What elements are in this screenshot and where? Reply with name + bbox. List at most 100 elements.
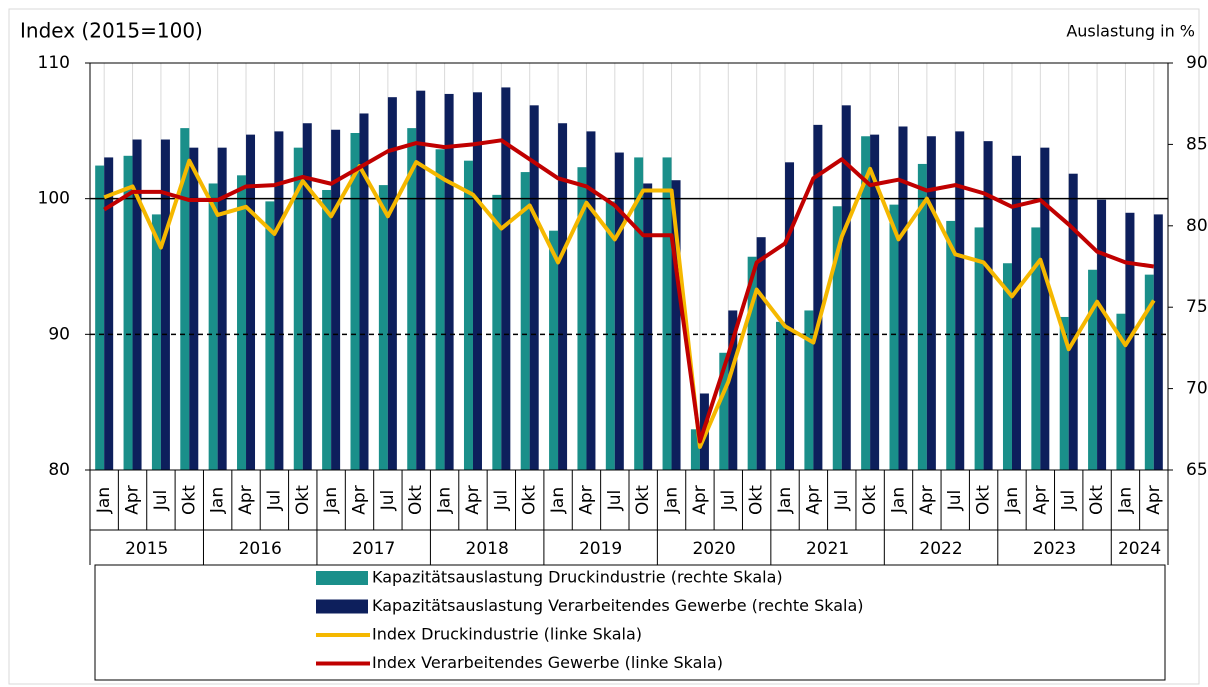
bar [520,172,530,471]
legend-swatch [316,571,368,585]
y2-tick-label: 75 [1186,297,1208,317]
x-tick-label: Apr [463,485,483,514]
bar [804,310,814,470]
bar [1153,214,1163,470]
bar [1002,263,1012,470]
x-tick-label: Jul [1059,490,1079,512]
bar [189,147,199,470]
bar [861,136,871,470]
bar [132,139,142,471]
bar [237,175,247,470]
bar [435,149,445,470]
x-tick-label: Jul [605,490,625,512]
x-tick-label: Okt [520,485,540,515]
bar [1144,274,1154,470]
bar [359,113,369,470]
bar [331,129,341,471]
legend-label: Kapazitätsauslastung Verarbeitendes Gewe… [372,596,864,615]
y-tick-label: 100 [38,189,70,209]
bar [605,201,615,470]
y2-tick-label: 65 [1186,460,1208,480]
x-tick-label: Jan [208,487,228,514]
bar [671,180,681,470]
legend-box [94,564,1166,681]
bar [302,123,312,471]
bar [123,155,133,470]
bar [293,147,303,470]
bar [776,321,786,470]
chart-border [8,8,1200,685]
legend-label: Index Verarbeitendes Gewerbe (linke Skal… [372,653,723,672]
x-tick-label: Okt [747,485,767,515]
x-tick-label: Jul [151,490,171,512]
x-tick-label: Jul [264,490,284,512]
x-tick-label: Apr [690,485,710,514]
x-group-label: 2015 [125,539,168,559]
bar [416,90,426,471]
bar [917,163,927,470]
y2-tick-label: 70 [1186,379,1208,399]
bar [983,141,993,471]
y2-tick-label: 85 [1186,134,1208,154]
x-tick-label: Jan [662,487,682,514]
bar [463,160,473,470]
x-group-label: 2017 [352,539,395,559]
bar [662,157,672,470]
bar [634,157,644,470]
x-group-label: 2020 [692,539,735,559]
bar [841,105,851,470]
bar [898,126,908,470]
x-tick-label: Okt [633,485,653,515]
bar [785,162,795,471]
bar [151,214,161,470]
y-tick-label: 90 [48,324,70,344]
bar [832,206,842,471]
x-tick-label: Okt [179,485,199,515]
bar [95,165,105,470]
bar [1011,155,1021,470]
line-series [103,158,1156,449]
x-group-label: 2024 [1118,539,1161,559]
x-tick-label: Apr [1030,485,1050,514]
legend-label: Index Druckindustrie (linke Skala) [372,625,642,644]
bar [889,204,899,471]
bar [246,134,256,470]
y-tick-label: 80 [48,460,70,480]
bar [407,128,417,470]
bar [378,185,388,470]
bar [1088,269,1098,470]
bar [728,310,738,470]
x-tick-label: Apr [917,485,937,514]
bar [180,128,190,470]
bar [955,131,965,470]
bar [1031,227,1041,470]
bar [974,227,984,470]
y-axis-title: Index (2015=100) [20,19,203,43]
y2-tick-label: 90 [1186,53,1208,73]
bar [549,230,559,470]
x-tick-label: Apr [1144,485,1164,514]
x-tick-label: Jan [1002,487,1022,514]
bar [926,136,936,470]
bar [529,105,539,470]
x-tick-label: Jan [321,487,341,514]
x-tick-label: Jul [378,490,398,512]
x-group-label: 2019 [579,539,622,559]
bar [387,97,397,471]
x-tick-label: Jan [435,487,455,514]
x-tick-label: Okt [860,485,880,515]
bar [756,237,766,470]
bar [501,87,511,471]
bar [492,194,502,471]
x-tick-label: Jul [832,490,852,512]
x-tick-label: Apr [576,485,596,514]
bar [1068,173,1078,471]
x-group-label: 2018 [466,539,509,559]
bar [813,124,823,470]
x-tick-label: Okt [1087,485,1107,515]
line-series [103,138,1155,444]
y-tick-label: 110 [38,53,70,73]
bar [614,152,624,471]
bar [472,92,482,470]
